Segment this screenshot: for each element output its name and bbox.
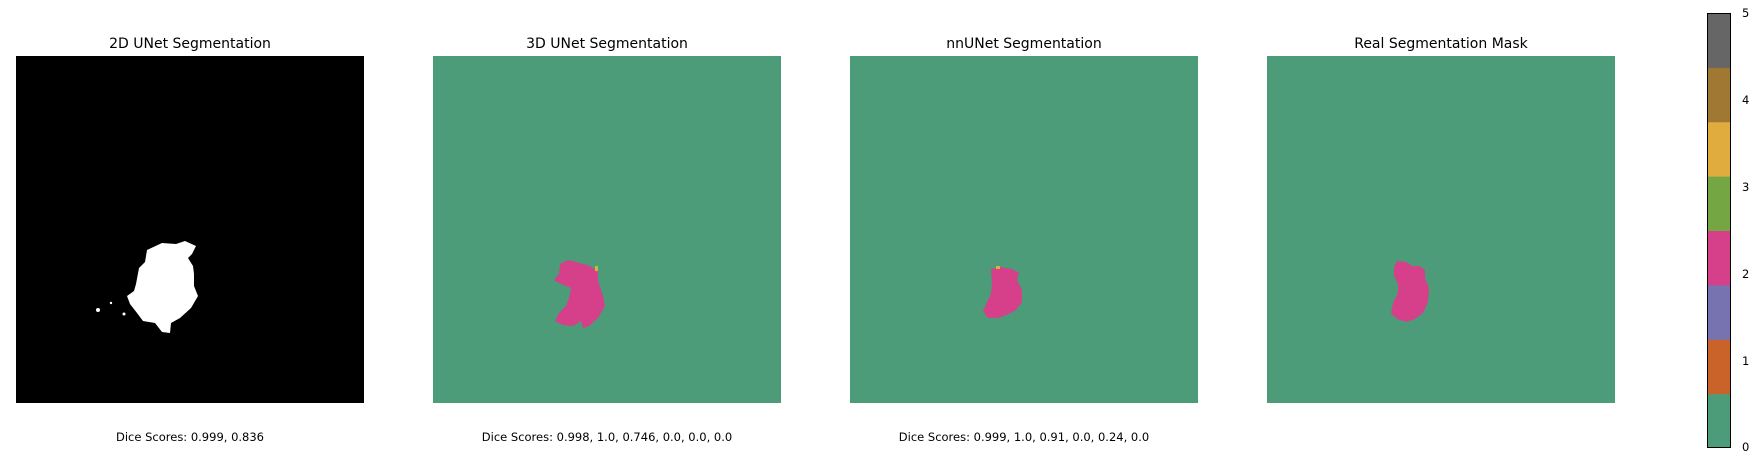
- colorbar-tick-label: 3: [1742, 180, 1750, 194]
- colorbar-segment: [1707, 339, 1731, 395]
- colorbar-tick-label: 5: [1742, 6, 1750, 20]
- panel-title: nnUNet Segmentation: [946, 36, 1102, 52]
- segmentation-image-3d-unet: [433, 56, 781, 403]
- panel-title: 2D UNet Segmentation: [109, 36, 271, 52]
- segmentation-image-2d-unet: [16, 56, 364, 403]
- dice-scores-label: Dice Scores: 0.999, 0.836: [116, 430, 264, 444]
- segmentation-image-real-mask: [1267, 56, 1615, 403]
- colorbar-segment: [1707, 13, 1731, 68]
- colorbar-segment: [1707, 284, 1731, 340]
- colorbar-segment: [1707, 393, 1731, 448]
- colorbar-segment: [1707, 176, 1731, 231]
- segmentation-image-nnunet: [850, 56, 1198, 403]
- panel-3d-unet: 3D UNet Segmentation Dice Scores: 0.998,…: [433, 0, 781, 457]
- dice-scores-label: Dice Scores: 0.999, 1.0, 0.91, 0.0, 0.24…: [898, 430, 1150, 444]
- panel-title: Real Segmentation Mask: [1354, 36, 1528, 52]
- colorbar-segment: [1707, 67, 1731, 123]
- colorbar-tick-label: 4: [1742, 93, 1750, 107]
- dice-scores-label: Dice Scores: 0.998, 1.0, 0.746, 0.0, 0.0…: [481, 430, 733, 444]
- colorbar-segment: [1707, 121, 1731, 177]
- colorbar-tick-label: 1: [1742, 354, 1750, 368]
- colorbar-tick-label: 0: [1742, 440, 1750, 454]
- colorbar: [1707, 13, 1731, 448]
- panel-2d-unet: 2D UNet Segmentation Dice Scores: 0.999,…: [16, 0, 364, 457]
- colorbar-tick-label: 2: [1742, 267, 1750, 281]
- panel-title: 3D UNet Segmentation: [526, 36, 688, 52]
- panel-real-mask: Real Segmentation Mask: [1267, 0, 1615, 457]
- panel-nnunet: nnUNet Segmentation Dice Scores: 0.999, …: [850, 0, 1198, 457]
- colorbar-segment: [1707, 230, 1731, 286]
